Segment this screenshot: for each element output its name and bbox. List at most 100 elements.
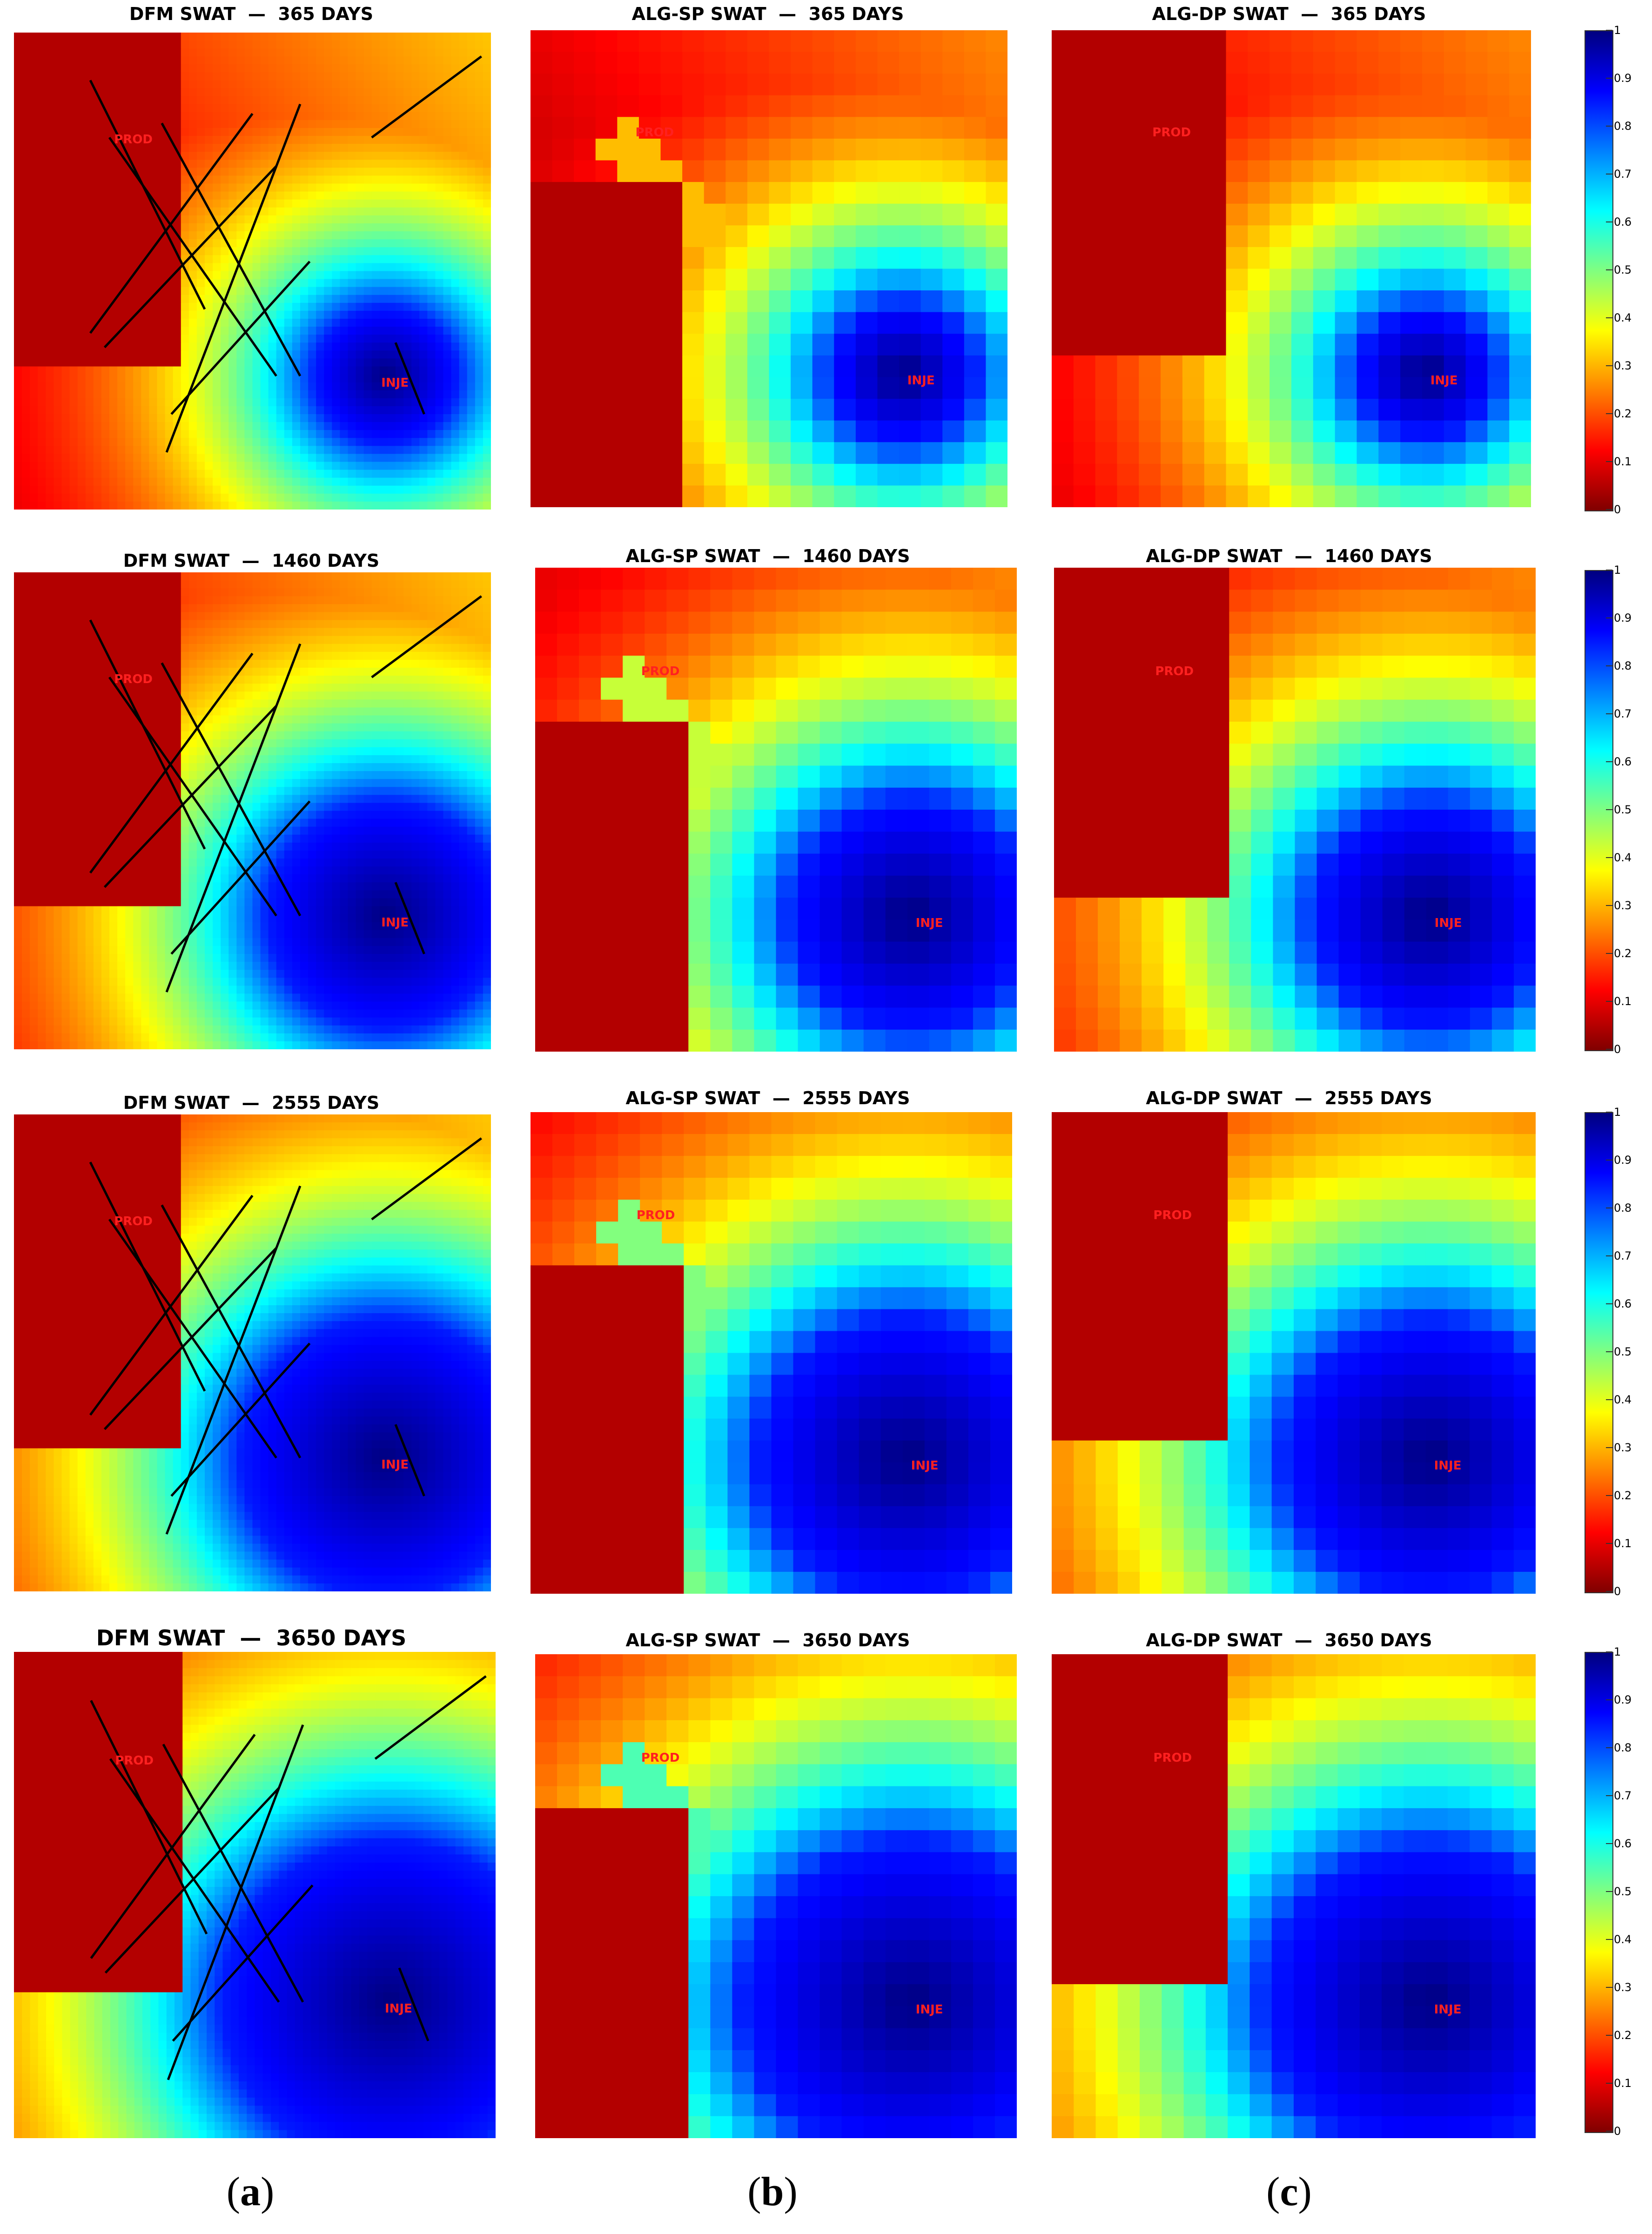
heatmap-cell xyxy=(196,414,205,423)
heatmap-cell xyxy=(419,183,428,192)
heatmap-cell xyxy=(292,470,301,478)
heatmap-cell xyxy=(117,120,126,128)
heatmap-cell xyxy=(308,136,316,144)
heatmap-cell xyxy=(188,596,197,604)
heatmap-cell xyxy=(149,335,158,343)
heatmap-cell xyxy=(300,398,309,407)
heatmap-cell xyxy=(435,136,444,144)
heatmap-cell xyxy=(379,191,388,200)
heatmap-cell xyxy=(451,310,460,319)
heatmap-cell xyxy=(1400,355,1423,378)
heatmap-cell xyxy=(467,271,476,280)
heatmap-cell xyxy=(173,295,181,303)
heatmap-cell xyxy=(403,80,412,89)
heatmap-cell xyxy=(46,350,54,359)
heatmap-cell xyxy=(284,191,293,200)
heatmap-cell xyxy=(188,88,197,97)
heatmap-cell xyxy=(379,207,388,216)
heatmap-cell xyxy=(387,96,396,105)
heatmap-cell xyxy=(324,207,332,216)
heatmap-cell xyxy=(77,462,86,470)
heatmap-cell xyxy=(387,382,396,391)
heatmap-cell xyxy=(268,438,277,446)
heatmap-cell xyxy=(109,398,118,407)
heatmap-cell xyxy=(371,596,380,604)
heatmap-cell xyxy=(260,72,269,81)
heatmap-cell xyxy=(38,485,46,494)
heatmap-cell xyxy=(276,136,285,144)
heatmap-cell xyxy=(1335,225,1357,248)
heatmap-cell xyxy=(332,470,341,478)
heatmap-cell xyxy=(165,470,174,478)
heatmap-cell xyxy=(38,199,46,208)
heatmap-cell xyxy=(387,104,396,113)
heatmap-cell xyxy=(834,290,856,313)
heatmap-cell xyxy=(188,215,197,224)
heatmap-cell xyxy=(483,160,491,168)
heatmap-cell xyxy=(1204,182,1227,204)
heatmap-cell xyxy=(403,604,412,613)
heatmap-cell xyxy=(181,604,189,613)
heatmap-cell xyxy=(77,287,86,295)
heatmap-cell xyxy=(682,377,705,399)
heatmap-cell xyxy=(85,342,94,351)
heatmap-cell xyxy=(340,612,349,621)
heatmap-cell xyxy=(403,295,412,303)
heatmap-cell xyxy=(196,430,205,438)
heatmap-cell xyxy=(125,493,134,502)
heatmap-cell xyxy=(205,446,213,455)
heatmap-cell xyxy=(300,271,309,280)
heatmap-cell xyxy=(109,588,118,597)
heatmap-cell xyxy=(1313,203,1336,226)
heatmap-cell xyxy=(54,88,62,97)
heatmap-cell xyxy=(964,334,987,356)
heatmap-cell xyxy=(260,382,269,391)
heatmap-cell xyxy=(196,501,205,510)
heatmap-cell xyxy=(101,358,110,367)
heatmap-cell xyxy=(14,422,22,430)
heatmap-cell xyxy=(1117,420,1139,443)
heatmap-cell xyxy=(396,40,404,49)
heatmap-cell xyxy=(316,366,324,375)
heatmap-cell xyxy=(30,120,38,128)
heatmap-cell xyxy=(268,144,277,152)
heatmap-cell xyxy=(403,96,412,105)
heatmap-cell xyxy=(443,501,452,510)
heatmap-cell xyxy=(181,612,189,621)
heatmap-cell xyxy=(1139,268,1161,291)
heatmap-cell xyxy=(14,366,22,375)
heatmap-cell xyxy=(396,120,404,128)
heatmap-cell xyxy=(1248,182,1270,204)
heatmap-cell xyxy=(165,104,174,113)
heatmap-cell xyxy=(69,382,78,391)
heatmap-cell xyxy=(1248,160,1270,182)
heatmap-cell xyxy=(205,128,213,136)
heatmap-cell xyxy=(1378,182,1401,204)
heatmap-cell xyxy=(101,40,110,49)
heatmap-cell xyxy=(747,160,770,182)
heatmap-cell xyxy=(483,136,491,144)
heatmap-cell xyxy=(284,414,293,423)
heatmap-cell xyxy=(276,350,285,359)
heatmap-cell xyxy=(855,95,878,117)
heatmap-cell xyxy=(363,215,372,224)
heatmap-cell xyxy=(427,366,436,375)
heatmap-cell xyxy=(396,382,404,391)
heatmap-cell xyxy=(292,136,301,144)
heatmap-cell xyxy=(725,485,748,507)
heatmap-cell xyxy=(125,64,134,73)
heatmap-cell xyxy=(348,604,356,613)
heatmap-cell xyxy=(165,462,174,470)
heatmap-cell xyxy=(419,327,428,335)
heatmap-cell xyxy=(173,319,181,327)
heatmap-cell xyxy=(292,446,301,455)
heatmap-cell xyxy=(268,374,277,383)
heatmap-cell xyxy=(387,398,396,407)
heatmap-cell xyxy=(117,454,126,463)
heatmap-cell xyxy=(1139,334,1161,356)
heatmap-cell xyxy=(101,247,110,255)
heatmap-cell xyxy=(213,438,221,446)
heatmap-cell xyxy=(877,247,900,269)
heatmap-cell xyxy=(30,446,38,455)
heatmap-cell xyxy=(244,96,253,105)
